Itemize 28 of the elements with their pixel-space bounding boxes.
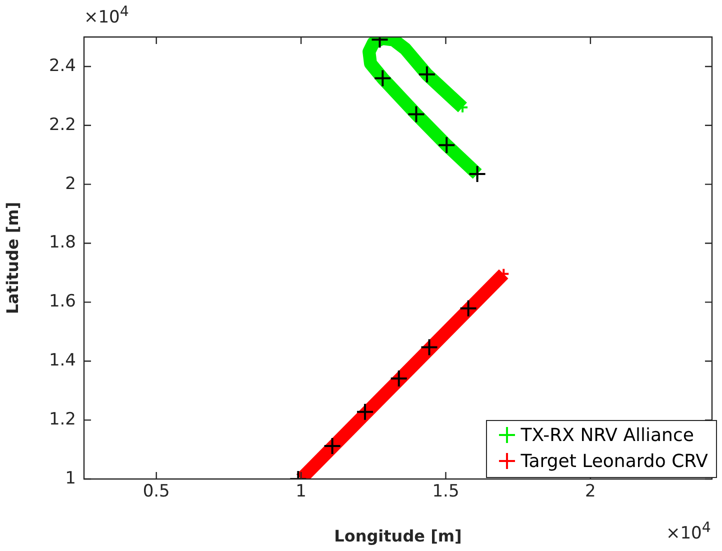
x-tick-label: 1.5 xyxy=(432,482,460,502)
point xyxy=(420,338,438,356)
y-tick-label: 2.4 xyxy=(48,56,76,76)
y-axis-title: Latitude [m] xyxy=(2,202,22,314)
point xyxy=(459,299,478,318)
point xyxy=(438,136,456,154)
text: ×10$^{4}$ xyxy=(666,520,711,544)
y-tick-label: 1.4 xyxy=(48,350,76,371)
point xyxy=(374,69,392,88)
y-tick-label: 2 xyxy=(65,174,76,194)
point xyxy=(407,105,426,124)
x-axis-title: Longitude [m] xyxy=(334,526,462,546)
x-tick-label: 2 xyxy=(585,482,596,502)
y-tick-label: 1.8 xyxy=(48,232,76,253)
point xyxy=(468,165,486,184)
legend-label: TX-RX NRV Alliance xyxy=(520,424,695,448)
text: ×10$^{4}$ xyxy=(84,4,129,28)
point xyxy=(323,437,342,455)
legend-label: Target Leonardo CRV xyxy=(520,450,708,474)
y-tick-label: 2.2 xyxy=(48,114,76,135)
y-tick-label: 1.2 xyxy=(48,409,76,430)
y-tick-label: 1 xyxy=(65,468,76,488)
x-tick-label: 1 xyxy=(296,482,306,502)
point xyxy=(390,370,408,388)
point xyxy=(418,65,436,84)
y-tick-label: 1.6 xyxy=(48,292,76,312)
point xyxy=(356,402,374,421)
x-tick-label: 0.5 xyxy=(142,482,170,502)
